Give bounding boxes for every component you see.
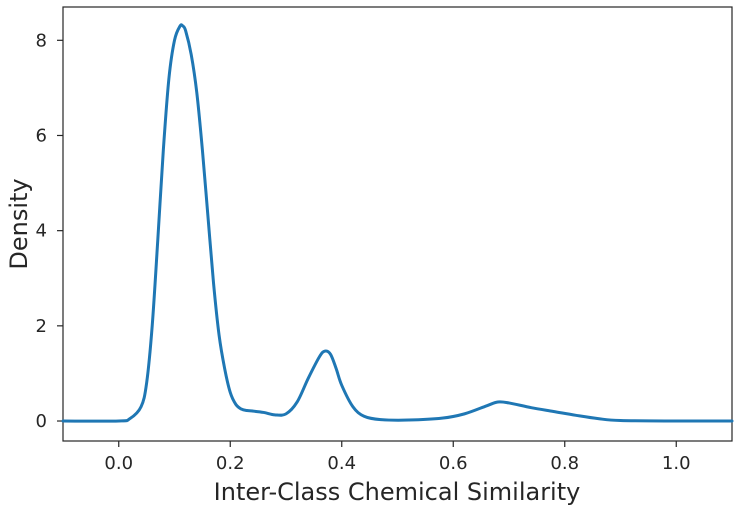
y-tick-label: 4 <box>36 221 47 242</box>
x-tick-label: 0.0 <box>104 453 133 474</box>
y-tick-label: 8 <box>36 30 47 51</box>
x-tick-label: 1.0 <box>662 453 691 474</box>
density-curve <box>61 23 734 423</box>
x-tick-label: 0.8 <box>550 453 579 474</box>
y-axis-label: Density <box>5 178 33 269</box>
x-tick-label: 0.4 <box>327 453 356 474</box>
y-tick-label: 0 <box>36 411 47 432</box>
x-axis-ticks: 0.0 0.2 0.4 0.6 0.8 1.0 <box>104 441 691 474</box>
y-tick-label: 2 <box>36 316 47 337</box>
x-axis-label: Inter-Class Chemical Similarity <box>214 478 581 506</box>
x-tick-label: 0.6 <box>439 453 468 474</box>
y-tick-label: 6 <box>36 125 47 146</box>
y-axis-ticks: 0 2 4 6 8 <box>36 30 63 432</box>
x-tick-label: 0.2 <box>216 453 245 474</box>
plot-frame <box>62 6 733 442</box>
